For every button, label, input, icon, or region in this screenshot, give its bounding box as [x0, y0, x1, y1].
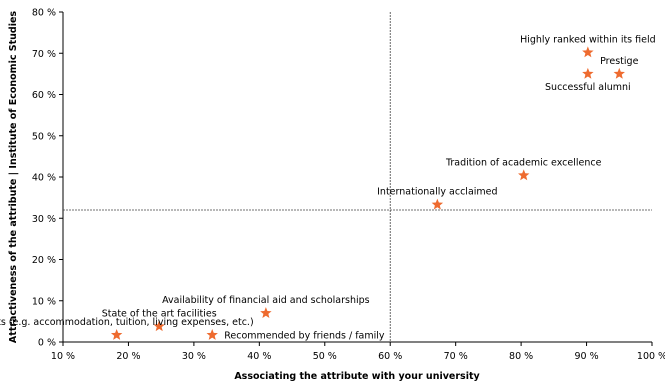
y-tick-label: 50 %: [32, 131, 56, 142]
data-point-star: [431, 198, 444, 210]
data-point-label: Costs (e.g. accommodation, tuition, livi…: [0, 317, 254, 328]
ticks-layer: 0 % 10 % 20 % 30 % 40 % 50 % 60 % 70 % 80 % 10 % 2…: [32, 8, 665, 363]
y-tick-label: 80 %: [32, 8, 56, 19]
x-tick-label: 40 %: [247, 351, 271, 362]
x-tick-label: 60 %: [378, 351, 402, 362]
data-point-star: [206, 328, 218, 340]
data-point-star: [153, 320, 165, 332]
y-tick-label: 40 %: [32, 173, 56, 184]
data-point-star: [518, 169, 530, 181]
data-point-label: Prestige: [600, 56, 638, 67]
data-point-label: Availability of financial aid and schola…: [162, 295, 370, 306]
y-tick-label: 0 %: [38, 338, 56, 349]
y-axis-title: Attractiveness of the attribute | Instit…: [8, 11, 19, 343]
x-tick-label: 100 %: [637, 351, 665, 362]
points-layer: [110, 46, 625, 340]
point-labels-layer: Highly ranked within its field Prestige Su…: [0, 34, 656, 341]
x-tick-label: 90 %: [574, 351, 598, 362]
data-point-label: Recommended by friends / family: [224, 330, 385, 341]
data-point-star: [110, 328, 123, 340]
data-point-label: Highly ranked within its field: [520, 34, 656, 45]
y-tick-label: 30 %: [32, 214, 56, 225]
x-tick-label: 50 %: [313, 351, 337, 362]
y-tick-label: 70 %: [32, 49, 56, 60]
reference-lines-layer: [63, 12, 652, 342]
data-point-label: Successful alumni: [545, 82, 631, 93]
data-point-label: State of the art facilities: [102, 308, 217, 319]
data-point-star: [260, 307, 272, 318]
x-tick-label: 30 %: [182, 351, 206, 362]
y-tick-label: 60 %: [32, 90, 56, 101]
x-tick-label: 80 %: [509, 351, 533, 362]
x-tick-label: 70 %: [444, 351, 468, 362]
x-tick-label: 10 %: [51, 351, 75, 362]
y-tick-label: 10 %: [32, 296, 56, 307]
data-point-star: [582, 67, 594, 79]
x-axis-title: Associating the attribute with your univ…: [234, 371, 480, 381]
axes-layer: [62, 12, 652, 343]
y-tick-label: 20 %: [32, 255, 56, 266]
x-tick-label: 20 %: [116, 351, 140, 362]
data-point-star: [582, 46, 594, 58]
data-point-label: Tradition of academic excellence: [445, 157, 602, 168]
data-point-star: [613, 67, 625, 79]
data-point-label: Internationally acclaimed: [377, 187, 497, 198]
